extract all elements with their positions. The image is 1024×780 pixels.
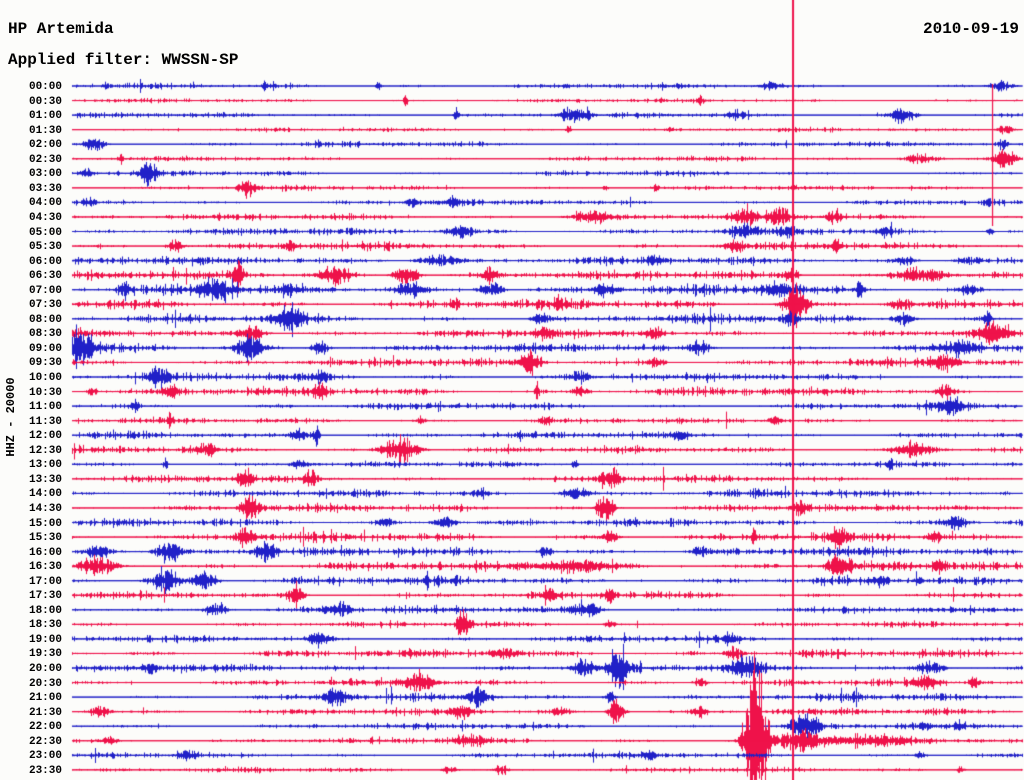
- time-label-0000: 00:00: [28, 81, 62, 93]
- time-label-2130: 21:30: [28, 706, 62, 719]
- time-label-1330: 13:30: [28, 473, 62, 486]
- time-label-0100: 01:00: [28, 110, 62, 123]
- time-label-0730: 07:30: [28, 299, 62, 312]
- time-label-2200: 22:00: [28, 721, 62, 734]
- time-label-0900: 09:00: [28, 342, 62, 355]
- time-label-0430: 04:30: [28, 211, 62, 224]
- time-label-2100: 21:00: [28, 692, 62, 705]
- time-label-0400: 04:00: [28, 197, 62, 210]
- time-label-1130: 11:30: [28, 415, 62, 428]
- time-label-0030: 00:30: [28, 95, 62, 108]
- time-label-1500: 15:00: [28, 517, 62, 530]
- time-label-1800: 18:00: [28, 604, 62, 617]
- time-label-0630: 06:30: [28, 270, 62, 283]
- time-label-1600: 16:00: [28, 546, 62, 559]
- time-label-0200: 02:00: [28, 139, 62, 152]
- time-label-0130: 01:30: [28, 124, 62, 137]
- time-label-2330: 23:30: [28, 764, 62, 777]
- time-label-0830: 08:30: [28, 328, 62, 341]
- time-label-0800: 08:00: [28, 313, 62, 326]
- date-label: 2010-09-19: [922, 20, 1019, 38]
- time-label-1900: 19:00: [28, 633, 62, 646]
- time-label-1200: 12:00: [28, 430, 62, 443]
- time-label-1930: 19:30: [28, 648, 62, 661]
- time-axis: 00:00 00:30 01:00 01:30 02:00 02:30 03:00 03:30…: [0, 0, 62, 780]
- time-label-2000: 20:00: [28, 663, 62, 675]
- time-label-1100: 11:00: [28, 401, 62, 414]
- time-label-2230: 22:30: [28, 735, 62, 748]
- time-label-1400: 14:00: [28, 488, 62, 501]
- time-label-1430: 14:30: [28, 502, 62, 515]
- time-label-2030: 20:30: [28, 677, 62, 690]
- time-label-1000: 10:00: [28, 372, 62, 384]
- time-label-0330: 03:30: [28, 182, 62, 195]
- time-label-1300: 13:00: [28, 459, 62, 472]
- time-label-1530: 15:30: [28, 532, 62, 545]
- time-label-0230: 02:30: [28, 153, 62, 166]
- time-label-1630: 16:30: [28, 561, 62, 574]
- time-label-0300: 03:00: [28, 168, 62, 181]
- time-label-1730: 17:30: [28, 590, 62, 603]
- time-label-1830: 18:30: [28, 619, 62, 632]
- time-label-0500: 05:00: [28, 226, 62, 239]
- time-label-0530: 05:30: [28, 241, 62, 254]
- time-label-0930: 09:30: [28, 357, 62, 370]
- station-title: HP Artemida: [8, 20, 114, 38]
- time-label-0700: 07:00: [28, 284, 62, 297]
- time-label-2300: 23:00: [28, 750, 62, 763]
- time-label-1700: 17:00: [28, 575, 62, 588]
- time-label-1030: 10:30: [28, 386, 62, 399]
- time-label-1230: 12:30: [28, 444, 62, 457]
- applied-filter-label: Applied filter: WWSSN-SP: [8, 51, 239, 69]
- time-label-0600: 06:00: [28, 255, 62, 268]
